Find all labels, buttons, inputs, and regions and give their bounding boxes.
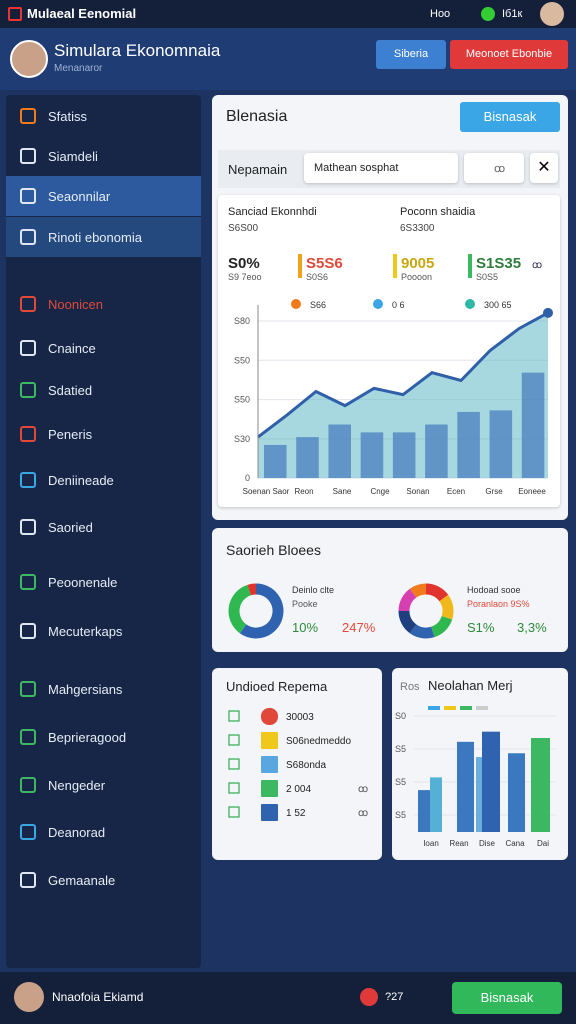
alert-icon	[360, 988, 378, 1006]
nav-icon	[20, 574, 36, 590]
nav-label: Seaonnilar	[48, 188, 111, 204]
footer: Nnaofoia Ekiamd ?27 Bisnasak	[0, 972, 576, 1024]
chart-card	[218, 195, 560, 507]
nav-item[interactable]: Beprieragood	[20, 728, 126, 746]
nav-item[interactable]: Rinoti ebonomia	[20, 228, 142, 246]
button[interactable]: Meonoet Ebonbie	[450, 40, 568, 69]
nav-item[interactable]: Noonicen	[20, 295, 103, 313]
nav-label: Cnaince	[48, 340, 96, 356]
nav-icon	[20, 729, 36, 745]
button[interactable]: Siberia	[376, 40, 446, 69]
nav-item[interactable]: Saoried	[20, 518, 93, 536]
top-bar: Mulaeal Eenomial Hoo Iб1к	[0, 0, 576, 28]
nav-item[interactable]: Peoonenale	[20, 573, 117, 591]
nav-icon	[20, 340, 36, 356]
nav-label: Rinoti ebonomia	[48, 229, 142, 245]
clover-icon	[481, 7, 495, 21]
nav-icon	[20, 519, 36, 535]
sidebar: Sfatiss Siamdeli Seaonnilar Rinoti ebonomia…	[6, 95, 201, 968]
nav-icon	[20, 872, 36, 888]
nav-icon	[20, 229, 36, 245]
nav-icon	[20, 623, 36, 639]
nav-label: Saoried	[48, 519, 93, 535]
nav-label: Beprieragood	[48, 729, 127, 745]
select[interactable]: Mathean sosphat	[304, 153, 458, 183]
avatar[interactable]	[540, 2, 564, 26]
nav-label: Deanorad	[48, 824, 106, 840]
nav-icon	[20, 148, 36, 164]
footer-user: Nnaofoia Ekiamd	[52, 990, 144, 1004]
header-subtitle: Menanaror	[54, 63, 103, 74]
panel-title: Undioed Repema	[226, 679, 328, 694]
nav-label: Gemaanale	[48, 872, 116, 888]
nav-label: Sfatiss	[48, 108, 88, 124]
list-panel: Undioed Repema	[212, 668, 382, 860]
nav-item[interactable]: Cnaince	[20, 339, 96, 357]
top-label[interactable]: Hoo	[430, 8, 451, 20]
nav-item[interactable]: Deniineade	[20, 471, 114, 489]
active-item	[6, 176, 201, 216]
nav-item[interactable]: Sfatiss	[20, 107, 87, 125]
nav-label: Sdatied	[48, 382, 93, 398]
nav-label: Deniineade	[48, 472, 114, 488]
nav-label: Siamdeli	[48, 148, 98, 164]
panel-title: Blenasia	[226, 108, 288, 125]
pie-panel: Saorieh Bloees	[212, 528, 568, 652]
nav-item[interactable]: Seaonnilar	[20, 187, 110, 205]
nav-label: Mahgersians	[48, 681, 123, 697]
nav-icon	[20, 777, 36, 793]
nav-item[interactable]: Deanorad	[20, 823, 105, 841]
nav-icon	[20, 108, 36, 124]
nav-icon	[20, 382, 36, 398]
button[interactable]: Bisnasak	[452, 982, 562, 1014]
header-title: Simulara Ekonomnaia	[54, 41, 221, 60]
avatar	[10, 40, 48, 78]
nav-label: Peneris	[48, 426, 93, 442]
nav-item[interactable]: Mahgersians	[20, 680, 122, 698]
nav-icon	[20, 426, 36, 442]
main-panel: Blenasia Bisnasak Nepamain Mathean sosph…	[212, 95, 568, 520]
nav-item[interactable]: Mecuterkaps	[20, 622, 122, 640]
filter-label: Nepamain	[228, 162, 288, 177]
app-name[interactable]: Mulaeal Eenomial	[27, 6, 137, 21]
active-item	[6, 217, 201, 257]
nav-icon	[20, 472, 36, 488]
search[interactable]: ꝏ	[464, 153, 524, 183]
nav-label: Nengeder	[48, 777, 106, 793]
nav-icon	[20, 188, 36, 204]
bar-panel	[392, 668, 568, 860]
panel-title: Saorieh Bloees	[226, 542, 321, 558]
nav-item[interactable]: Nengeder	[20, 776, 105, 794]
nav-icon	[20, 824, 36, 840]
logo	[8, 7, 22, 21]
nav-item[interactable]: Peneris	[20, 425, 92, 443]
nav-icon	[20, 681, 36, 697]
header: Simulara Ekonomnaia Menanaror Siberia Me…	[0, 28, 576, 90]
close-button[interactable]: ✕	[530, 153, 558, 183]
nav-label: Mecuterkaps	[48, 623, 123, 639]
nav-icon	[20, 296, 36, 312]
filter-bar: Nepamain Mathean sosphat ꝏ ✕	[218, 150, 560, 188]
top-label[interactable]: Iб1к	[502, 8, 523, 20]
nav-item[interactable]: Siamdeli	[20, 147, 98, 165]
nav-item[interactable]: Sdatied	[20, 381, 92, 399]
footer-badge[interactable]: ?27	[385, 991, 404, 1003]
nav-label: Noonicen	[48, 296, 103, 312]
nav-item[interactable]: Gemaanale	[20, 871, 115, 889]
nav-label: Peoonenale	[48, 574, 118, 590]
button[interactable]: Bisnasak	[460, 102, 560, 132]
avatar	[14, 982, 44, 1012]
